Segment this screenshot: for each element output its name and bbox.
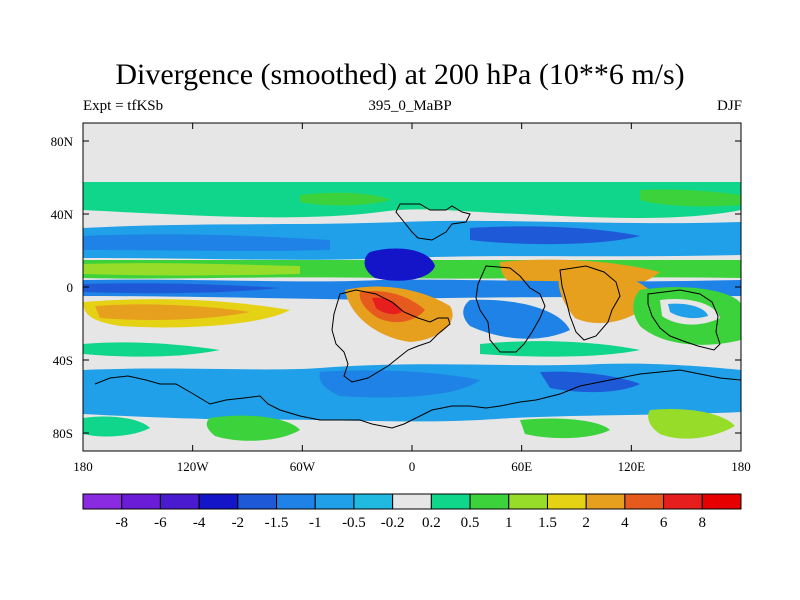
y-tick-label: 40S — [53, 353, 73, 368]
colorbar-swatch — [353, 493, 394, 510]
coastline-asia — [559, 265, 621, 341]
indian-ocean-negative — [463, 299, 570, 339]
colorbar-swatch — [237, 493, 278, 510]
colorbar-label: -1.5 — [265, 515, 289, 531]
band-subtropic-negative-core-2 — [470, 226, 640, 245]
season-label: DJF — [716, 98, 742, 114]
pacific-ring-negative — [668, 303, 708, 319]
band-southern-midlat-negative-core — [319, 370, 480, 398]
x-tick-label: 180 — [73, 459, 93, 474]
colorbar-swatch — [469, 493, 510, 510]
colorbar-swatch — [430, 493, 471, 510]
antarctic-positive-2 — [648, 408, 735, 439]
colorbar-label: -2 — [232, 515, 245, 531]
colorbar-label: -1 — [309, 515, 322, 531]
band-nh-positive-core — [640, 189, 741, 207]
band-subtropic-negative-core — [83, 234, 330, 251]
colorbar-swatch — [663, 493, 703, 510]
x-tick-label: 120E — [618, 459, 646, 474]
colorbar-swatch — [585, 493, 626, 510]
band-southern-tropics-positive-core — [95, 304, 250, 320]
maritime-continent-positive — [558, 269, 655, 324]
colorbar-swatch — [508, 493, 548, 510]
colorbar-swatch — [624, 493, 665, 510]
colorbar-swatch — [546, 493, 587, 510]
x-tick-label: 120W — [177, 459, 210, 474]
colorbar-swatch — [82, 493, 123, 510]
band-nh-positive — [83, 182, 741, 218]
band-equatorial-negative-core-2 — [83, 283, 280, 294]
colorbar-swatch — [392, 493, 432, 510]
colorbar-swatch — [314, 493, 355, 510]
antarctic-positive-4 — [83, 416, 150, 437]
coastline-north-america — [395, 203, 471, 241]
colorbar-label: 8 — [699, 515, 707, 531]
chart-title: Divergence (smoothed) at 200 hPa (10**6 … — [115, 58, 685, 91]
colorbar-label: 0.2 — [422, 515, 441, 531]
colorbar-label: -8 — [115, 515, 128, 531]
band-nh-positive-core-2 — [300, 192, 390, 206]
case-label: 395_0_MaBP — [368, 98, 452, 114]
colorbar-label: 1.5 — [538, 515, 557, 531]
antarctic-positive-1 — [206, 415, 300, 441]
colorbar-swatch — [701, 493, 742, 510]
south-america-maximum-peak — [372, 297, 402, 315]
x-tick-label: 60E — [511, 459, 532, 474]
coastline-africa — [475, 265, 546, 353]
south-positive-strip-2 — [480, 341, 640, 357]
colorbar-label: 2 — [582, 515, 590, 531]
coastline-australia — [647, 289, 721, 351]
y-tick-label: 80S — [53, 426, 73, 441]
colorbar-swatch — [198, 493, 239, 510]
colorbar-swatch — [159, 493, 200, 510]
y-tick-label: 80N — [51, 134, 74, 149]
x-tick-label: 180 — [731, 459, 751, 474]
coastline-southern-continent — [94, 369, 741, 429]
colorbar-label: 1 — [505, 515, 513, 531]
band-equatorial-positive-core — [83, 263, 300, 276]
colorbar-swatch — [276, 493, 316, 510]
x-tick-label: 60W — [290, 459, 316, 474]
colorbar-label: 4 — [621, 515, 629, 531]
colorbar-label: -6 — [154, 515, 167, 531]
x-tick-label: 0 — [409, 459, 416, 474]
antarctic-positive-3 — [520, 418, 610, 439]
colorbar-label: -0.2 — [381, 515, 405, 531]
coastline-south-america — [331, 289, 451, 383]
colorbar-label: -0.5 — [342, 515, 366, 531]
band-equatorial-negative-core — [364, 248, 435, 281]
colorbar-label: 0.5 — [461, 515, 480, 531]
south-positive-strip — [83, 342, 220, 357]
colorbar-label: 6 — [660, 515, 668, 531]
expt-label: Expt = tfKSb — [83, 98, 164, 114]
y-tick-label: 40N — [51, 207, 74, 222]
colorbar-label: -4 — [193, 515, 206, 531]
colorbar-swatch — [121, 493, 161, 510]
y-tick-label: 0 — [67, 280, 74, 295]
band-southern-midlat-negative-core-2 — [540, 371, 640, 393]
